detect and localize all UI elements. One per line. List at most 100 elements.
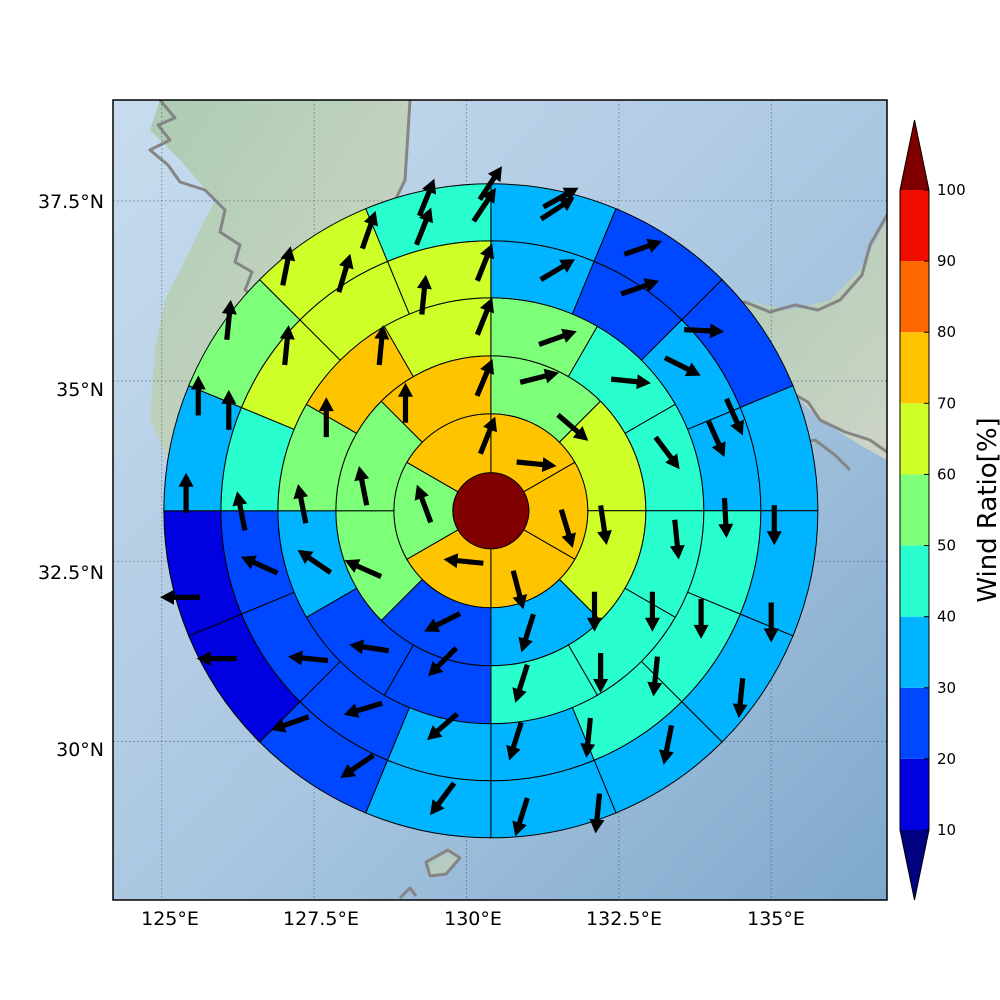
- wind-arrow: [417, 178, 437, 217]
- colorbar-label: Wind Ratio[%]: [973, 417, 1000, 602]
- wind-arrow: [424, 611, 462, 632]
- wind-arrow: [190, 375, 206, 416]
- colorbar-ticks: 10 20 30 40 50 60 70 80 90 100: [924, 181, 966, 839]
- wind-arrow: [414, 207, 433, 246]
- wind-arrow: [705, 419, 726, 457]
- wind-arrow: [241, 555, 279, 576]
- wind-arrow: [556, 412, 589, 441]
- wind-arrow: [280, 246, 296, 286]
- wind-arrow: [336, 253, 354, 293]
- wind-arrow: [343, 700, 383, 718]
- wind-arrow: [474, 243, 494, 282]
- wind-arrow: [512, 797, 530, 837]
- wind-arrow: [477, 166, 502, 201]
- wind-arrow: [178, 472, 194, 513]
- x-tick-label: 132.5°E: [586, 908, 662, 930]
- wind-arrow: [344, 559, 383, 579]
- wind-arrow: [684, 323, 725, 339]
- wind-arrow: [318, 397, 334, 438]
- wind-arrows: [160, 166, 782, 837]
- korea-west-coastline: [148, 100, 259, 302]
- wind-arrow: [221, 389, 237, 430]
- wind-arrow: [270, 714, 310, 733]
- wind-arrow: [539, 259, 575, 282]
- wind-arrow: [398, 382, 413, 423]
- center-sector: [452, 472, 530, 550]
- wind-arrow: [417, 274, 432, 315]
- wind-arrow: [539, 197, 575, 222]
- colorbar-tick-label: 10: [937, 821, 956, 839]
- wind-arrow: [293, 484, 309, 524]
- colorbar-segment: [900, 616, 929, 688]
- x-tick-label: 130°E: [444, 908, 502, 930]
- wind-arrow: [279, 325, 295, 366]
- colorbar-tick-label: 50: [937, 537, 956, 555]
- wind-arrow: [580, 717, 596, 758]
- colorbar-tick-label: 80: [937, 323, 956, 341]
- colorbar-min-extension: [900, 830, 929, 900]
- colorbar-tick-label: 20: [937, 750, 956, 768]
- wind-arrow: [663, 355, 701, 377]
- colorbar-segment: [900, 474, 929, 546]
- wind-arrow: [516, 457, 557, 472]
- colorbar: [899, 119, 930, 901]
- wind-ratio-sectors: [163, 183, 819, 839]
- wind-arrow: [374, 325, 390, 366]
- wind-arrow: [506, 721, 524, 761]
- map-axes: [112, 99, 888, 901]
- wind-arrow: [659, 724, 675, 765]
- wind-arrow: [623, 238, 663, 257]
- wind-arrow: [359, 210, 378, 250]
- y-axis-ticks: 37.5°N 35°N 32.5°N 30°N: [38, 191, 104, 761]
- wind-arrow: [763, 602, 779, 643]
- wind-arrow: [669, 519, 685, 560]
- y-tick-label: 37.5°N: [38, 191, 104, 213]
- south-islands-coastline: [398, 848, 462, 900]
- tanegashima-land: [425, 848, 462, 878]
- wind-arrow: [587, 591, 602, 632]
- wind-arrow: [732, 678, 748, 719]
- wind-arrow: [427, 712, 459, 741]
- wind-arrow: [221, 299, 237, 340]
- wind-arrow: [430, 781, 457, 816]
- wind-arrow: [349, 639, 390, 655]
- colorbar-segment: [900, 190, 929, 262]
- colorbar-segment: [900, 403, 929, 475]
- wind-arrow: [474, 297, 494, 336]
- wind-arrow: [718, 497, 734, 538]
- x-axis-ticks: 125°E 127.5°E 130°E 132.5°E 135°E: [141, 908, 805, 930]
- colorbar-tick-label: 100: [937, 181, 966, 199]
- wind-arrow: [620, 278, 660, 297]
- colorbar-tick-label: 70: [937, 394, 956, 412]
- y-tick-label: 30°N: [56, 739, 104, 761]
- wind-arrow: [653, 435, 680, 470]
- wind-arrow: [589, 793, 605, 834]
- wind-arrow: [340, 753, 375, 778]
- wind-arrow: [538, 328, 577, 347]
- wind-arrow: [354, 466, 370, 506]
- colorbar-max-extension: [900, 120, 929, 190]
- colorbar-segment: [900, 261, 929, 333]
- colorbar-tick-label: 30: [937, 679, 956, 697]
- colorbar-tick-label: 40: [937, 608, 956, 626]
- wind-arrow: [471, 187, 496, 223]
- wind-arrow: [443, 553, 484, 569]
- map-frame: [112, 99, 888, 901]
- wind-arrow: [512, 663, 530, 703]
- japan-land-east: [690, 220, 887, 460]
- wind-arrow: [542, 187, 579, 210]
- colorbar-tick-label: 60: [937, 465, 956, 483]
- wind-arrow: [288, 650, 329, 666]
- wind-arrow: [160, 589, 200, 605]
- wind-arrow: [693, 598, 709, 639]
- wind-arrow: [297, 549, 333, 575]
- wind-arrow: [597, 505, 612, 545]
- wind-arrow: [647, 656, 663, 697]
- wind-arrow: [518, 613, 536, 653]
- wind-arrow: [196, 651, 237, 667]
- wind-arrow: [414, 484, 434, 524]
- x-tick-label: 125°E: [141, 908, 199, 930]
- x-tick-label: 135°E: [747, 908, 805, 930]
- wind-arrow: [766, 505, 782, 546]
